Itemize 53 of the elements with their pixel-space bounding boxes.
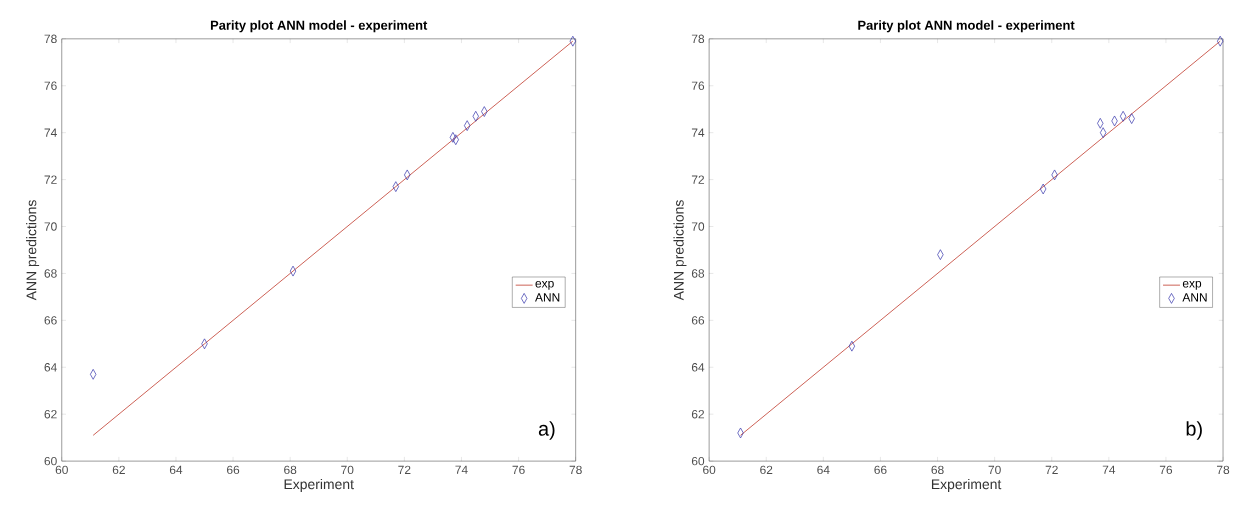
- x-tick-label: 68: [931, 465, 944, 475]
- annotation: b): [1186, 421, 1202, 440]
- x-tick-label: 66: [227, 465, 240, 475]
- x-tick-label: 64: [817, 465, 830, 475]
- legend-label: ANN: [535, 293, 560, 302]
- y-tick-label: 72: [44, 175, 57, 184]
- y-tick-label: 66: [691, 316, 705, 325]
- x-tick-label: 78: [1217, 465, 1230, 475]
- y-axis-title: ANN predictions: [26, 200, 40, 301]
- legend-label: exp: [1182, 281, 1202, 290]
- x-tick-label: 72: [1045, 465, 1058, 475]
- y-tick-label: 70: [44, 222, 57, 231]
- y-tick-label: 78: [691, 34, 705, 44]
- x-tick-label: 62: [112, 465, 125, 475]
- x-axis-title: Experiment: [284, 478, 354, 492]
- x-tick-label: 76: [512, 465, 525, 475]
- y-tick-label: 74: [44, 128, 57, 137]
- y-tick-label: 78: [44, 34, 57, 44]
- y-tick-label: 76: [691, 81, 705, 91]
- y-tick-label: 68: [691, 269, 705, 278]
- x-tick-label: 60: [55, 465, 68, 475]
- y-tick-label: 60: [44, 456, 57, 466]
- x-tick-label: 64: [169, 465, 183, 475]
- legend-label: exp: [535, 281, 554, 290]
- x-tick-label: 70: [988, 465, 1001, 475]
- legend-label: ANN: [1182, 293, 1207, 302]
- y-tick-label: 64: [691, 363, 705, 372]
- y-axis-title: ANN predictions: [673, 200, 687, 301]
- x-tick-label: 74: [455, 465, 468, 474]
- chart-title: Parity plot ANN model - experiment: [858, 20, 1075, 33]
- x-tick-label: 76: [1159, 465, 1173, 475]
- y-tick-label: 72: [691, 175, 705, 184]
- x-tick-label: 68: [284, 465, 297, 475]
- x-tick-label: 60: [703, 465, 716, 475]
- y-tick-label: 64: [44, 363, 57, 372]
- y-tick-label: 66: [44, 316, 57, 325]
- x-tick-label: 66: [874, 465, 887, 475]
- x-tick-label: 72: [398, 465, 411, 475]
- y-tick-label: 76: [44, 81, 57, 91]
- chart-title: Parity plot ANN model - experiment: [210, 20, 428, 33]
- y-tick-label: 62: [44, 410, 57, 419]
- y-tick-label: 62: [691, 410, 705, 419]
- x-tick-label: 74: [1102, 465, 1116, 474]
- point: [449, 132, 457, 143]
- x-tick-label: 70: [341, 465, 354, 475]
- x-tick-label: 78: [569, 465, 582, 475]
- y-tick-label: 60: [691, 456, 705, 466]
- y-tick-label: 68: [44, 269, 57, 278]
- x-tick-label: 62: [760, 465, 773, 475]
- y-tick-label: 70: [691, 222, 705, 231]
- y-tick-label: 74: [691, 128, 705, 137]
- annotation: a): [538, 421, 555, 440]
- x-axis-title: Experiment: [931, 478, 1002, 492]
